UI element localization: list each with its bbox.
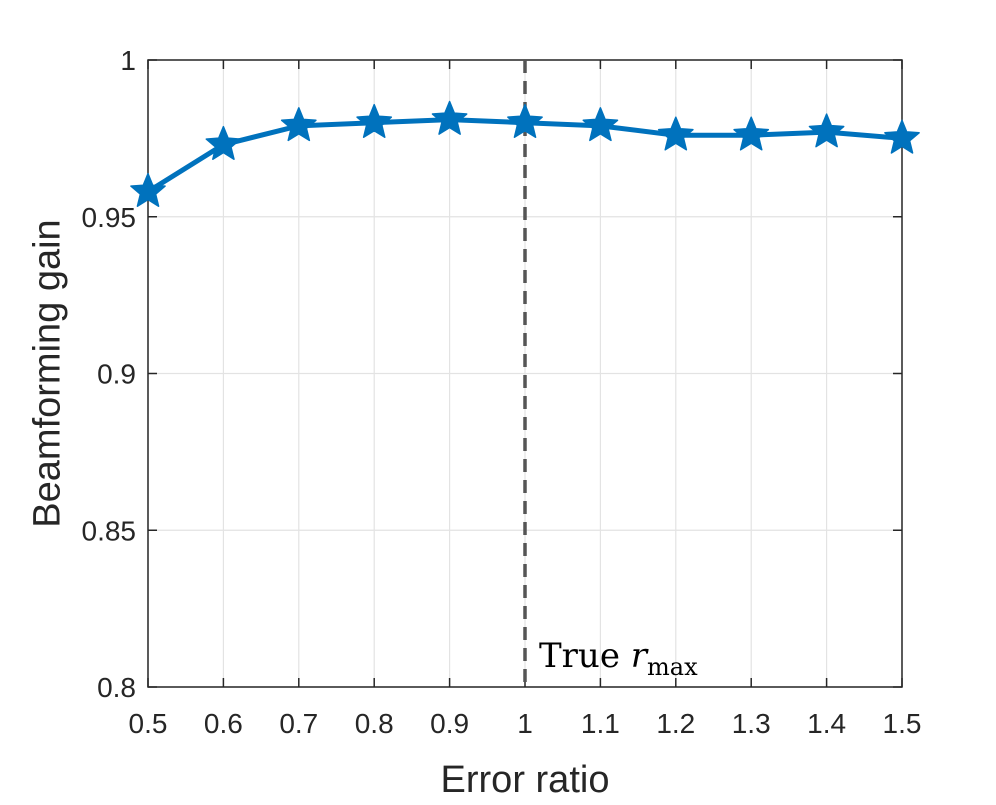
annotation-text: True (539, 636, 631, 676)
x-tick-label: 0.9 (430, 708, 469, 739)
x-tick-label: 1 (517, 708, 533, 739)
y-tick-label: 0.85 (82, 515, 137, 546)
annotation-symbol: r (631, 636, 649, 676)
annotation: True rmax (539, 636, 698, 681)
y-tick-label: 1 (120, 45, 136, 76)
series-marker (280, 107, 317, 142)
x-tick-labels: 0.5 0.6 0.7 0.8 0.9 1 1.1 1.2 1.3 1.4 1.5 (129, 708, 922, 739)
x-tick-label: 1.2 (656, 708, 695, 739)
x-tick-label: 1.3 (732, 708, 771, 739)
series-marker (205, 125, 242, 160)
series-markers (130, 100, 920, 207)
y-tick-label: 0.8 (97, 672, 136, 703)
y-tick-label: 0.95 (82, 202, 137, 233)
x-tick-label: 1.4 (807, 708, 846, 739)
annotation-subscript: max (647, 653, 698, 681)
series-marker (808, 113, 845, 148)
y-tick-label: 0.9 (97, 359, 136, 390)
series-marker (507, 103, 543, 139)
series-marker (733, 116, 770, 151)
series-marker (657, 116, 694, 151)
x-tick-label: 0.6 (204, 708, 243, 739)
series-marker (130, 172, 166, 207)
x-tick-label: 1.5 (883, 708, 922, 739)
series-marker (884, 119, 920, 154)
x-tick-label: 0.7 (279, 708, 318, 739)
y-tick-labels: 0.8 0.85 0.9 0.95 1 (82, 45, 137, 703)
x-tick-label: 0.5 (129, 708, 168, 739)
series-marker (582, 107, 619, 142)
y-axis-label: Beamforming gain (26, 219, 68, 527)
x-axis-label: Error ratio (441, 759, 610, 801)
series-marker (356, 103, 393, 139)
x-tick-label: 0.8 (355, 708, 394, 739)
x-tick-label: 1.1 (581, 708, 620, 739)
series-marker (431, 100, 468, 135)
